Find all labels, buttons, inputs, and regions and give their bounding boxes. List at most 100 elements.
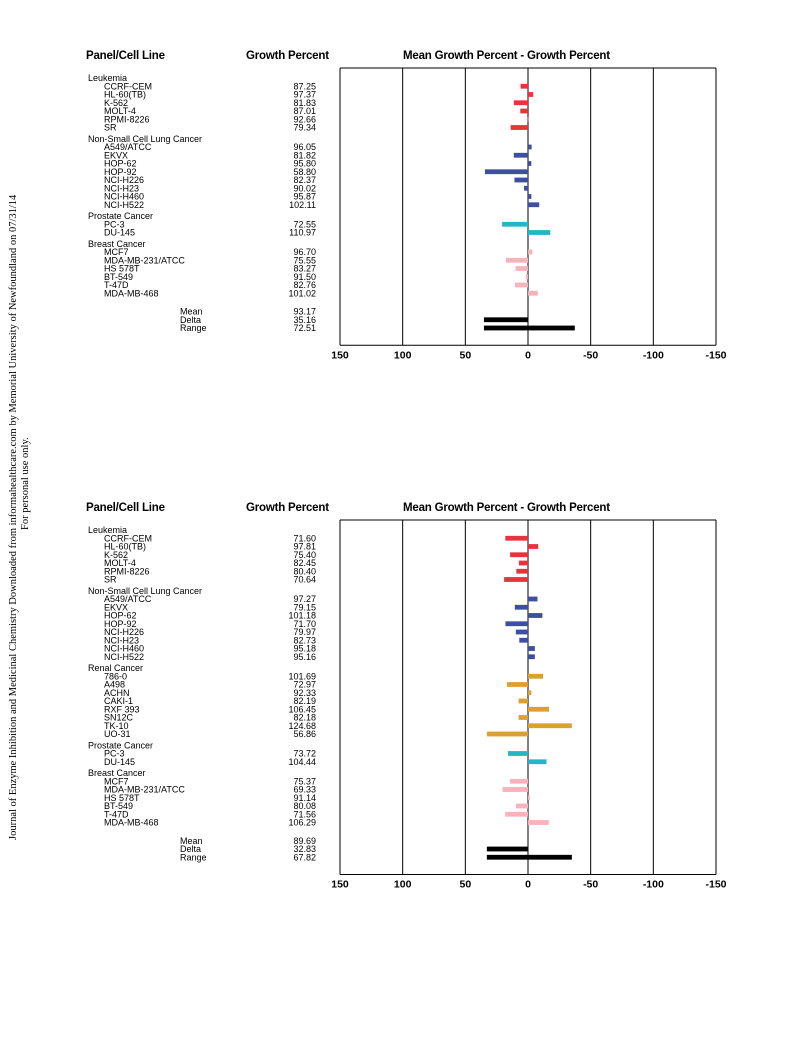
growth-percent-value: 75.55 [293, 255, 316, 265]
cell-line-label: DU-145 [104, 228, 135, 238]
cell-line-label: MDA-MB-468 [104, 818, 159, 828]
summary-value: 35.16 [293, 315, 316, 325]
summary-label: Mean [180, 836, 203, 846]
cell-line-label: 786-0 [104, 671, 127, 681]
cell-line-label: NCI-H522 [104, 652, 144, 662]
growth-bar [527, 116, 529, 122]
cell-line-label: PC-3 [104, 749, 125, 759]
growth-percent-value: 80.08 [293, 801, 316, 811]
mean-growth-chart-header: Mean Growth Percent - Growth Percent [403, 502, 610, 514]
summary-value: 72.51 [293, 323, 316, 333]
growth-bar [507, 682, 528, 687]
x-tick-label: -50 [583, 349, 598, 361]
growth-bar [528, 92, 534, 97]
growth-bar [484, 169, 528, 175]
panel-group-label: Prostate Cancer [88, 211, 153, 221]
growth-bar [528, 144, 532, 150]
cell-line-label: MDA-MB-231/ATCC [104, 785, 185, 795]
growth-bar [514, 177, 528, 183]
growth-bar [518, 560, 528, 566]
cell-line-label: EKVX [104, 602, 128, 612]
growth-percent-value: 91.14 [293, 793, 316, 803]
cell-line-label: BT-549 [104, 272, 133, 282]
growth-percent-value: 90.02 [293, 183, 316, 193]
cell-line-label: NCI-H226 [104, 175, 144, 185]
cell-line-label: NCI-H23 [104, 635, 139, 645]
cell-line-label: HL-60(TB) [104, 90, 146, 100]
growth-percent-value: 101.02 [288, 288, 316, 298]
growth-bar [505, 257, 528, 263]
growth-bar [528, 723, 572, 729]
growth-bar [520, 108, 528, 114]
summary-label: Delta [180, 315, 201, 325]
growth-percent-value: 73.72 [293, 749, 316, 759]
cell-line-label: HOP-92 [104, 167, 137, 177]
cell-line-label: NCI-H460 [104, 644, 144, 654]
growth-percent-value: 110.97 [289, 228, 316, 238]
x-tick-label: -150 [705, 879, 726, 891]
growth-percent-value: 70.64 [293, 575, 316, 585]
growth-bar [528, 544, 539, 549]
cell-line-label: A498 [104, 680, 125, 690]
growth-bar [502, 221, 528, 227]
cell-line-label: CCRF-CEM [104, 81, 152, 91]
x-tick-label: 0 [525, 349, 531, 361]
growth-bar [505, 811, 528, 817]
growth-bar [528, 290, 538, 296]
cell-line-label: SR [104, 123, 117, 133]
summary-bar [483, 325, 575, 331]
growth-bar [524, 185, 528, 191]
growth-percent-value: 69.33 [293, 785, 316, 795]
growth-percent-value: 92.66 [293, 114, 316, 124]
summary-value: 93.17 [293, 307, 316, 317]
cell-line-label: HS 578T [104, 793, 140, 803]
growth-bar [528, 161, 532, 166]
growth-bar [515, 803, 528, 809]
cell-line-label: MDA-MB-231/ATCC [104, 255, 185, 265]
growth-percent-value: 81.83 [293, 98, 316, 108]
cell-line-label: MDA-MB-468 [104, 288, 159, 298]
growth-bar [505, 621, 528, 627]
summary-bar [483, 317, 528, 323]
growth-bar [528, 706, 550, 712]
growth-percent-header: Growth Percent [246, 50, 329, 62]
growth-percent-value: 72.97 [293, 680, 316, 690]
growth-bar [528, 613, 543, 618]
cell-line-label: A549/ATCC [104, 142, 152, 152]
growth-percent-value: 124.68 [288, 721, 316, 731]
growth-percent-value: 82.37 [293, 175, 316, 185]
cell-line-label: NCI-H460 [104, 192, 144, 202]
cell-line-label: PC-3 [104, 219, 125, 229]
summary-value: 67.82 [293, 852, 316, 862]
growth-percent-value: 101.18 [288, 611, 316, 621]
growth-bar [528, 249, 533, 255]
x-tick-label: 100 [394, 879, 412, 891]
growth-percent-value: 79.15 [293, 602, 316, 612]
cell-line-label: MCF7 [104, 247, 129, 257]
cell-line-label: MOLT-4 [104, 558, 136, 568]
growth-percent-value: 58.80 [293, 167, 316, 177]
growth-bar [510, 552, 528, 558]
growth-percent-value: 79.97 [293, 627, 316, 637]
growth-percent-value: 72.55 [293, 219, 316, 229]
growth-bar [528, 646, 535, 651]
cell-line-label: A549/ATCC [104, 594, 152, 604]
growth-percent-value: 97.27 [293, 594, 316, 604]
growth-chart-svg-top: Leukemia Non-Small Cell Lung Cancer Prosta… [88, 67, 727, 361]
growth-bar [528, 820, 549, 825]
growth-percent-value: 87.01 [293, 106, 316, 116]
summary-bar [486, 846, 528, 852]
growth-percent-value: 101.69 [288, 671, 316, 681]
cell-line-label: HOP-62 [104, 159, 137, 169]
x-tick-label: -150 [705, 349, 726, 361]
summary-label: Delta [180, 844, 201, 854]
growth-bar [507, 751, 528, 756]
growth-percent-value: 95.18 [293, 644, 316, 654]
cell-line-label: RPMI-8226 [104, 114, 150, 124]
growth-percent-value: 97.81 [293, 542, 316, 552]
cell-line-label: NCI-H226 [104, 627, 144, 637]
x-tick-label: 100 [394, 349, 412, 361]
growth-bar [516, 568, 528, 574]
growth-bar [528, 690, 532, 696]
growth-bar [518, 698, 528, 704]
